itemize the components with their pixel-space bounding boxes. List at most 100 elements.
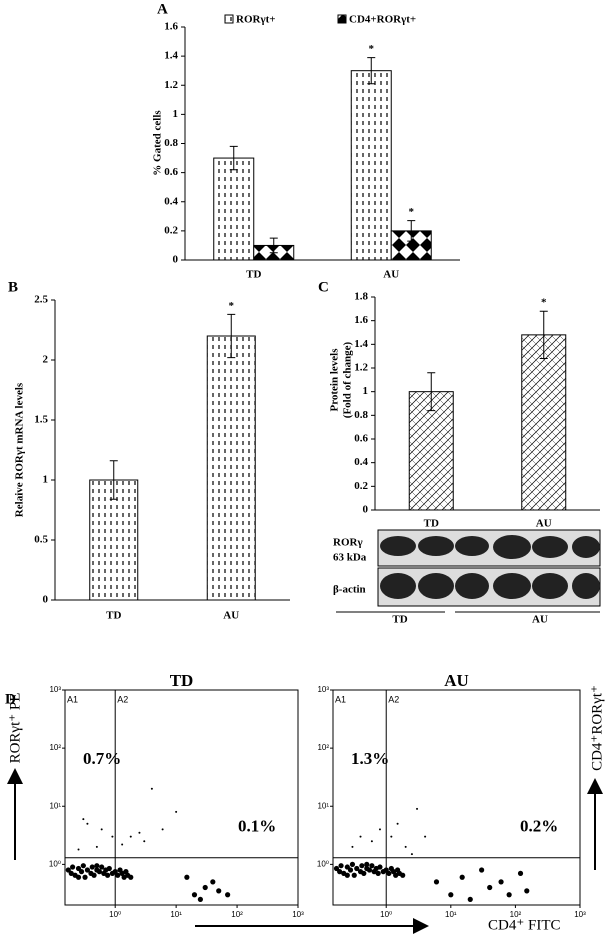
blot-band [380,573,416,599]
y-tick-label: 0.2 [164,224,178,236]
event-dot [95,845,98,848]
panel-label: B [8,279,18,295]
event-dot [150,787,153,790]
significance-mark: * [369,43,375,55]
y-tick-label: 1.5 [34,414,48,426]
x-axis-label: CD4⁺ FITC [488,917,561,933]
legend-swatch [337,14,347,24]
y-tick-label: 2 [43,354,49,366]
error-bar [427,372,436,412]
event-dot [91,872,97,878]
event-dot [106,865,112,872]
y-tick-label: 10² [317,743,329,752]
event-dot [202,884,208,891]
bar [350,70,392,261]
event-dot [479,867,485,873]
event-dot [86,822,89,825]
event-dot [112,869,118,875]
legend-label: CD4+RORγt+ [349,14,416,26]
y-tick-label: 10⁰ [49,859,61,868]
event-dot [75,874,82,880]
y-tick-label: 1.2 [354,362,368,374]
y-tick-label: 0.6 [164,166,178,178]
x-tick-label: 10¹ [445,910,457,919]
event-dot [100,828,103,831]
blot-band [572,573,600,599]
event-dot [138,831,141,834]
event-dot [68,870,74,876]
y-tick-label: 0.6 [354,433,368,445]
event-dot [424,835,427,838]
event-dot [191,892,198,898]
event-dot [359,863,365,869]
event-dot [347,867,354,873]
blot-group-label: AU [532,614,548,626]
error-bar [229,145,238,171]
blot-label: RORγ [333,537,363,549]
event-dot [364,861,370,867]
y-tick-label: 0 [363,504,369,516]
event-dot [349,861,356,867]
blot-band [418,573,454,599]
quadrant-label: A2 [117,694,128,704]
plot-title: AU [444,671,469,690]
x-tick-label: TD [246,269,261,281]
blot-band [380,536,416,556]
x-tick-label: AU [223,610,239,622]
event-dot [121,843,124,846]
event-dot [487,884,493,891]
panel-label: C [318,279,329,295]
y-tick-label: 2.5 [34,294,48,306]
y-tick-label: 0 [173,254,179,266]
event-dot [361,870,367,876]
event-dot [175,810,178,813]
event-dot [370,840,373,843]
y-tick-label: 10¹ [49,801,61,810]
event-dot [143,840,146,843]
bar [213,157,255,261]
event-dot [354,865,360,872]
quadrant-label: A1 [67,694,78,704]
y-tick-label: 0.8 [354,409,368,421]
plot-frame [332,689,581,906]
plot-title: TD [170,671,194,690]
event-dot [506,892,512,898]
x-tick-label: TD [106,610,121,622]
y-tick-label: 0 [43,594,49,606]
event-dot [94,863,100,869]
y-tick-label: 1.6 [164,21,178,33]
blot-band [493,535,531,559]
percentage: 1.3% [351,749,389,768]
legend-swatch [224,14,234,24]
blot-band [455,573,489,599]
y-tick-label: 1 [363,385,369,397]
y-tick-label: 1.6 [354,314,368,326]
event-dot [77,848,80,851]
panel-label: D [5,691,16,707]
error-bar [227,313,236,359]
event-dot [369,863,375,869]
blot-label: β-actin [333,584,366,596]
y-axis-label: CD4⁺RORγt⁺ [589,685,605,771]
event-dot [89,864,95,870]
percentage: 0.7% [83,749,121,768]
event-dot [517,870,524,876]
x-tick-label: 10³ [292,910,304,919]
event-dot [129,835,132,838]
percentage: 0.1% [238,817,276,836]
event-dot [333,865,340,872]
event-dot [467,896,473,902]
event-dot [104,872,111,878]
event-dot [400,872,406,878]
event-dot [111,835,114,838]
event-dot [377,864,383,870]
event-dot [410,853,413,856]
event-dot [459,874,465,880]
y-tick-label: 10⁰ [317,859,329,868]
event-dot [216,888,222,894]
event-dot [82,818,85,821]
panel-label: A [157,1,168,17]
y-tick-label: 1.4 [164,50,178,62]
x-tick-label: AU [536,518,552,530]
